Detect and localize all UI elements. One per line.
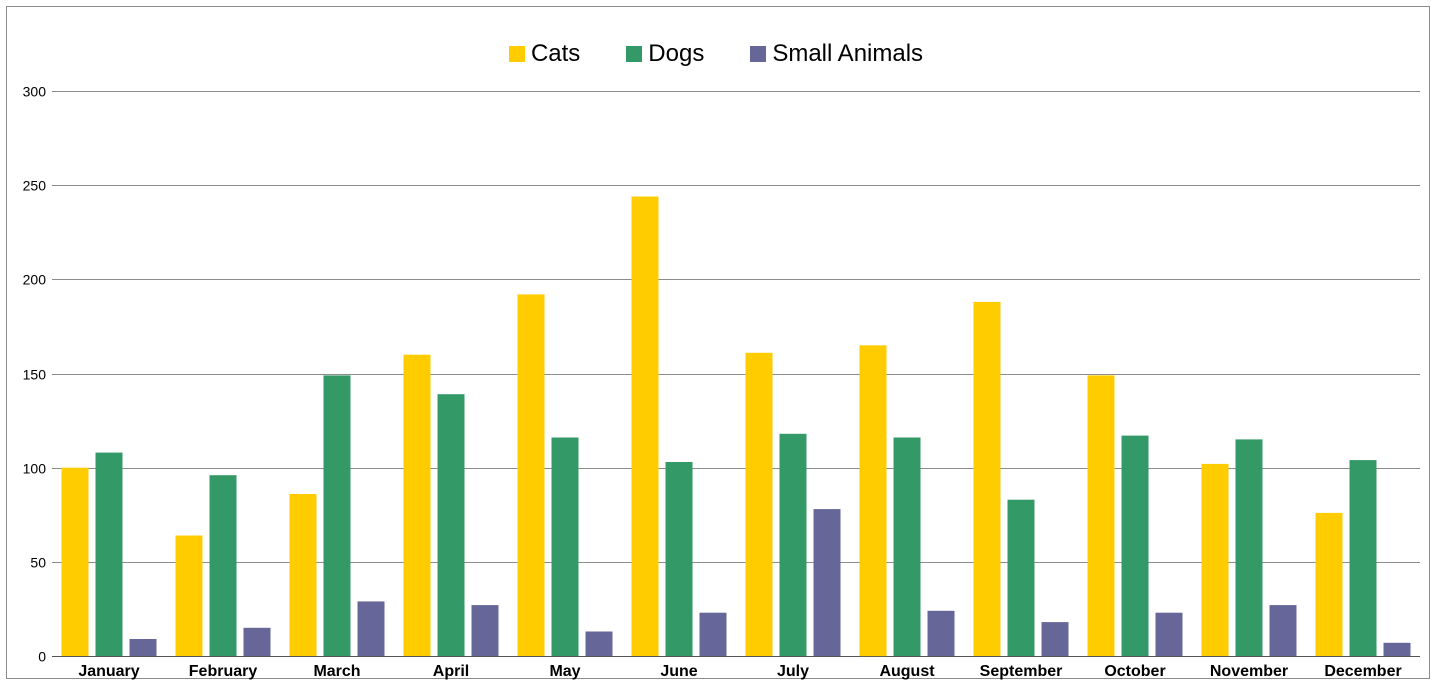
bar-small-animals-may <box>585 631 613 656</box>
x-tick-label-april: April <box>433 663 469 680</box>
bar-dogs-march <box>323 375 351 656</box>
bar-small-animals-january <box>129 639 157 656</box>
bar-cats-may <box>517 294 545 656</box>
y-tick-label: 0 <box>38 649 46 665</box>
x-tick-label-february: February <box>189 663 258 680</box>
bar-dogs-april <box>437 394 465 656</box>
y-tick-label: 300 <box>23 84 47 100</box>
bar-dogs-february <box>209 475 237 656</box>
x-axis-ticks: January February March April May June July Augu… <box>78 663 1401 680</box>
bar-cats-january <box>61 467 89 656</box>
bar-small-animals-october <box>1155 612 1183 656</box>
bar-dogs-september <box>1007 499 1035 656</box>
bar-cats-november <box>1201 463 1229 656</box>
bar-dogs-november <box>1235 439 1263 656</box>
y-tick-label: 50 <box>30 555 46 571</box>
bar-cats-august <box>859 345 887 657</box>
x-tick-label-september: September <box>980 663 1063 680</box>
bar-cats-october <box>1087 375 1115 656</box>
chart-frame <box>6 6 1430 679</box>
bar-cats-april <box>403 354 431 656</box>
bar-dogs-december <box>1349 460 1377 656</box>
x-tick-label-june: June <box>660 663 697 680</box>
bars <box>61 196 1411 657</box>
legend-swatch-small-animals <box>750 46 767 62</box>
bar-dogs-january <box>95 452 123 656</box>
legend-item-dogs: Dogs <box>626 40 704 68</box>
legend-item-cats: Cats <box>508 40 581 68</box>
x-tick-label-october: October <box>1104 663 1165 680</box>
bar-cats-february <box>175 535 203 656</box>
x-tick-label-december: December <box>1324 663 1401 680</box>
y-tick-label: 150 <box>23 367 47 383</box>
bar-small-animals-march <box>357 601 385 656</box>
bar-dogs-august <box>893 437 921 656</box>
bar-cats-september <box>973 301 1001 656</box>
bar-small-animals-june <box>699 612 727 656</box>
y-tick-label: 250 <box>23 178 47 194</box>
bar-dogs-july <box>779 433 807 656</box>
bar-small-animals-november <box>1269 605 1297 656</box>
y-tick-label: 200 <box>23 272 47 288</box>
x-tick-label-august: August <box>879 663 935 680</box>
bar-cats-june <box>631 196 659 656</box>
legend-label-dogs: Dogs <box>648 40 705 67</box>
x-tick-label-july: July <box>777 663 809 680</box>
chart-legend: Cats Dogs Small Animals <box>0 40 1432 68</box>
bar-small-animals-august <box>927 610 955 656</box>
legend-label-cats: Cats <box>530 40 581 67</box>
bar-dogs-october <box>1121 435 1149 656</box>
bar-dogs-june <box>665 462 693 656</box>
bar-small-animals-february <box>243 627 271 657</box>
bar-dogs-may <box>551 437 579 656</box>
legend-item-small-animals: Small Animals <box>750 40 923 68</box>
bar-cats-march <box>289 494 317 656</box>
bar-small-animals-april <box>471 605 499 656</box>
bar-cats-december <box>1315 512 1343 656</box>
legend-label-small-animals: Small Animals <box>772 40 924 67</box>
x-tick-label-march: March <box>313 663 360 680</box>
x-tick-label-january: January <box>78 663 139 680</box>
y-tick-label: 100 <box>23 461 47 477</box>
bar-small-animals-september <box>1041 622 1069 656</box>
bar-cats-july <box>745 352 773 656</box>
legend-swatch-dogs <box>626 46 643 62</box>
gridlines <box>52 91 1420 657</box>
x-tick-label-may: May <box>549 663 580 680</box>
legend-swatch-cats <box>508 46 525 62</box>
x-tick-label-november: November <box>1210 663 1288 680</box>
bar-small-animals-december <box>1383 642 1411 656</box>
bar-small-animals-july <box>813 509 841 656</box>
y-axis-ticks: 0 50 100 150 200 250 300 <box>23 84 47 665</box>
